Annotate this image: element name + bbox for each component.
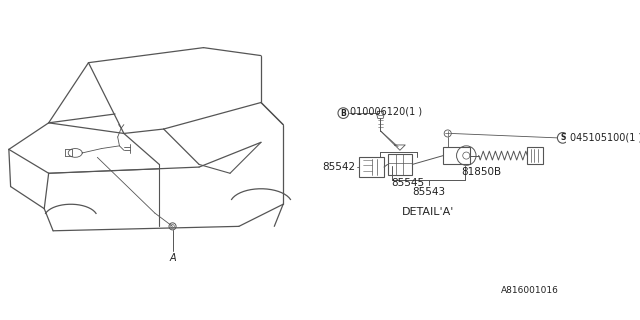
Text: 045105100(1 ): 045105100(1 ) xyxy=(570,133,640,143)
Text: DETAIL'A': DETAIL'A' xyxy=(402,207,454,217)
Text: 85542: 85542 xyxy=(323,162,356,172)
Text: B: B xyxy=(340,108,346,118)
Text: 85545: 85545 xyxy=(391,178,424,188)
Text: 81850B: 81850B xyxy=(461,167,501,177)
FancyBboxPatch shape xyxy=(527,147,543,164)
FancyBboxPatch shape xyxy=(359,157,384,177)
Text: 010006120(1 ): 010006120(1 ) xyxy=(350,106,422,116)
Text: A816001016: A816001016 xyxy=(501,286,559,295)
FancyBboxPatch shape xyxy=(444,147,470,164)
Text: A: A xyxy=(169,253,176,263)
FancyBboxPatch shape xyxy=(388,154,412,175)
Text: 85543: 85543 xyxy=(412,187,445,196)
Text: S: S xyxy=(560,133,565,142)
